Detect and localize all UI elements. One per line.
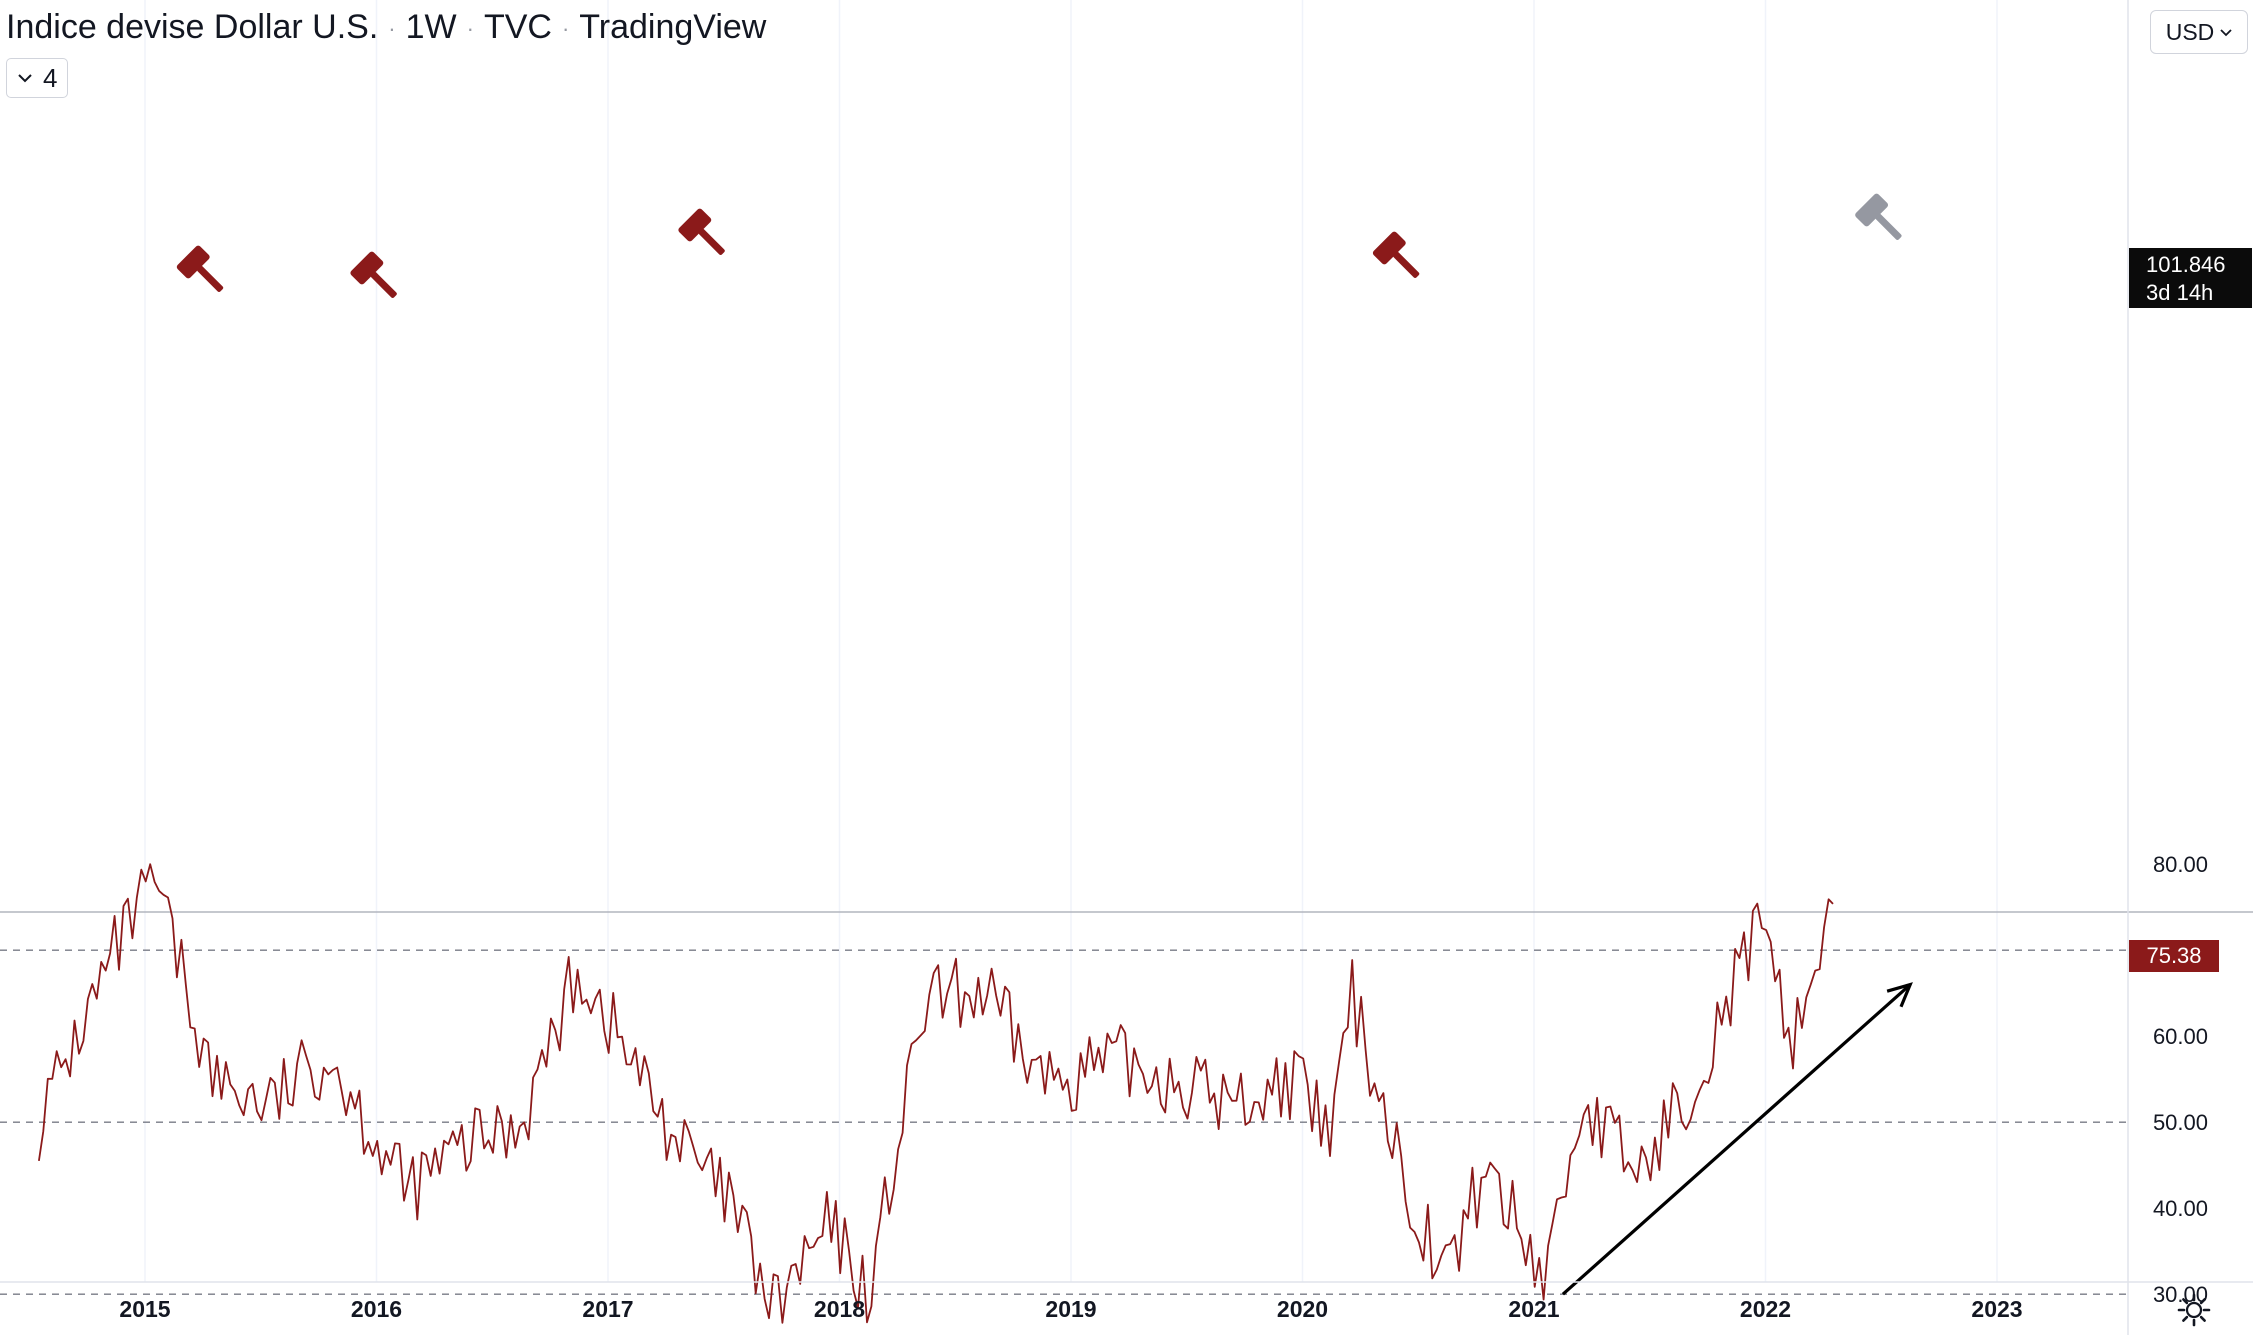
- time-tick-label: 2015: [119, 1296, 170, 1322]
- time-tick-label: 2016: [351, 1296, 402, 1322]
- currency-selector[interactable]: USD: [2150, 10, 2248, 54]
- gear-icon[interactable]: [2176, 1292, 2212, 1328]
- chevron-down-icon: [18, 74, 32, 83]
- separator-dot: ·: [466, 16, 474, 42]
- symbol-name: Indice devise Dollar U.S.: [6, 8, 379, 46]
- rsi-tick-label: 30.00: [2153, 1282, 2208, 1307]
- gavel-icon[interactable]: [1372, 230, 1429, 287]
- time-tick-label: 2018: [814, 1296, 865, 1322]
- chart-title[interactable]: Indice devise Dollar U.S. · 1W · TVC · Trading…: [6, 8, 766, 47]
- rsi-tick-label: 60.00: [2153, 1024, 2208, 1049]
- gavel-icon[interactable]: [1854, 192, 1911, 249]
- time-tick-label: 2023: [1971, 1296, 2022, 1322]
- time-tick-label: 2021: [1508, 1296, 1559, 1322]
- time-tick-label: 2020: [1277, 1296, 1328, 1322]
- gavel-icon[interactable]: [677, 207, 734, 264]
- rsi-tick-label: 50.00: [2153, 1110, 2208, 1135]
- last-price-value: 101.846: [2146, 252, 2226, 277]
- separator-dot: ·: [561, 16, 570, 42]
- interval-label[interactable]: 1W: [405, 8, 457, 46]
- rsi-tick-label: 80.00: [2153, 852, 2208, 877]
- chevron-down-icon: [2220, 28, 2232, 36]
- exchange-label: TVC: [483, 8, 552, 46]
- time-tick-label: 2017: [582, 1296, 633, 1322]
- rsi-tick-label: 40.00: [2153, 1196, 2208, 1221]
- time-tick-label: 2022: [1740, 1296, 1791, 1322]
- separator-dot: ·: [388, 16, 396, 42]
- rsi-last-value-label: 75.38: [2129, 940, 2219, 972]
- collapsed-count: 4: [43, 62, 58, 93]
- bar-countdown: 3d 14h: [2146, 280, 2214, 305]
- rsi-trend-arrow-line: [1561, 983, 1912, 1296]
- gavel-icon[interactable]: [176, 244, 233, 301]
- rsi-trend-arrow-head: [1886, 982, 1913, 1008]
- source-label: TradingView: [579, 8, 767, 46]
- time-tick-label: 2019: [1045, 1296, 1096, 1322]
- rsi-line: [38, 863, 1834, 1324]
- currency-label: USD: [2165, 18, 2215, 45]
- indicator-collapse-button[interactable]: 4: [6, 58, 69, 98]
- last-price-label: 101.846 3d 14h: [2129, 248, 2252, 308]
- gavel-icon[interactable]: [349, 250, 406, 307]
